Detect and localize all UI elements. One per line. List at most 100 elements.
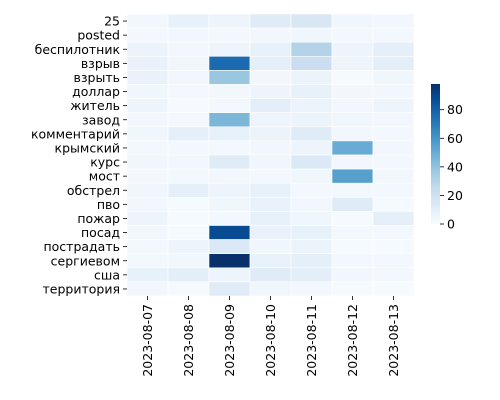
heatmap-cell bbox=[331, 126, 374, 142]
heatmap-cell bbox=[126, 182, 169, 198]
x-tick-label: 2023-08-08 bbox=[181, 304, 196, 377]
heatmap-cell bbox=[331, 267, 374, 283]
heatmap-cell bbox=[126, 225, 169, 240]
heatmap-cell bbox=[208, 13, 251, 29]
x-tick-label: 2023-08-12 bbox=[345, 304, 360, 377]
heatmap-cell bbox=[167, 98, 210, 113]
heatmap-cell bbox=[167, 84, 210, 99]
heatmap-cell bbox=[126, 267, 169, 283]
heatmap-cell bbox=[126, 197, 169, 212]
y-tick-label: крымский bbox=[55, 140, 120, 155]
heatmap-cell bbox=[290, 267, 333, 283]
y-tick-label: посад bbox=[81, 225, 120, 240]
heatmap-cell bbox=[249, 168, 292, 184]
y-tick-label: 25 bbox=[104, 14, 120, 29]
heatmap-cell bbox=[372, 281, 415, 297]
heatmap-cell bbox=[167, 267, 210, 283]
heatmap-cell bbox=[331, 211, 374, 226]
heatmap-cell bbox=[208, 225, 251, 240]
heatmap-cell bbox=[208, 197, 251, 212]
y-tick-label: мост bbox=[89, 169, 120, 184]
heatmap-cell bbox=[208, 98, 251, 113]
heatmap-cell bbox=[290, 13, 333, 29]
heatmap-cell bbox=[208, 253, 251, 269]
heatmap-cell bbox=[208, 126, 251, 142]
heatmap-cell bbox=[249, 253, 292, 269]
heatmap-cell bbox=[208, 182, 251, 198]
heatmap-cell bbox=[167, 239, 210, 255]
heatmap-cell bbox=[290, 126, 333, 142]
heatmap-cell bbox=[249, 27, 292, 43]
heatmap-cell bbox=[208, 41, 251, 57]
heatmap-cell bbox=[372, 225, 415, 240]
heatmap-cell bbox=[372, 126, 415, 142]
heatmap-cell bbox=[126, 253, 169, 269]
heatmap-cell bbox=[126, 84, 169, 99]
y-tick-label: комментарий bbox=[31, 126, 120, 141]
heatmap-cell bbox=[290, 168, 333, 184]
heatmap-cell bbox=[290, 27, 333, 43]
heatmap-cell bbox=[290, 84, 333, 99]
colorbar-tick-label: 20 bbox=[447, 188, 463, 203]
colorbar-tick-label: 60 bbox=[447, 131, 463, 146]
y-tick-label: обстрел bbox=[67, 183, 120, 198]
heatmap-cell bbox=[331, 225, 374, 240]
heatmap-cell bbox=[290, 140, 333, 156]
heatmap-cell bbox=[372, 267, 415, 283]
y-tick-label: житель bbox=[70, 98, 120, 113]
heatmap-cell bbox=[208, 168, 251, 184]
heatmap-cell bbox=[372, 98, 415, 113]
y-tick-label: пожар bbox=[77, 211, 120, 226]
heatmap-cell bbox=[126, 140, 169, 156]
heatmap-cell bbox=[331, 197, 374, 212]
y-tick-label: пострадать bbox=[43, 239, 120, 254]
heatmap-cell bbox=[372, 253, 415, 269]
heatmap-cell bbox=[167, 55, 210, 71]
heatmap-cell bbox=[208, 84, 251, 99]
heatmap-cell bbox=[167, 41, 210, 57]
heatmap-cell bbox=[126, 55, 169, 71]
heatmap-cell bbox=[372, 211, 415, 226]
heatmap-cell bbox=[167, 126, 210, 142]
heatmap-cells bbox=[126, 13, 415, 297]
heatmap-cell bbox=[331, 55, 374, 71]
y-tick-label: взрыв bbox=[81, 56, 120, 71]
heatmap-cell bbox=[372, 41, 415, 57]
heatmap-cell bbox=[126, 281, 169, 297]
heatmap-cell bbox=[167, 70, 210, 85]
heatmap-cell bbox=[290, 225, 333, 240]
heatmap-cell bbox=[167, 27, 210, 43]
heatmap-cell bbox=[167, 253, 210, 269]
y-tick-label: posted bbox=[77, 28, 120, 43]
heatmap-cell bbox=[126, 27, 169, 43]
heatmap-cell bbox=[208, 112, 251, 128]
heatmap-cell bbox=[167, 168, 210, 184]
heatmap-cell bbox=[290, 253, 333, 269]
heatmap-cell bbox=[290, 112, 333, 128]
x-tick-label: 2023-08-10 bbox=[263, 304, 278, 377]
heatmap-cell bbox=[126, 211, 169, 226]
heatmap-cell bbox=[208, 70, 251, 85]
heatmap-cell bbox=[126, 126, 169, 142]
heatmap-cell bbox=[290, 211, 333, 226]
heatmap-cell bbox=[167, 211, 210, 226]
heatmap-cell bbox=[249, 281, 292, 297]
heatmap-cell bbox=[167, 154, 210, 170]
y-tick-label: беспилотник bbox=[35, 42, 121, 57]
x-tick-label: 2023-08-11 bbox=[304, 304, 319, 377]
heatmap-cell bbox=[249, 98, 292, 113]
heatmap-cell bbox=[290, 281, 333, 297]
heatmap-cell bbox=[249, 84, 292, 99]
heatmap-cell bbox=[126, 239, 169, 255]
heatmap-cell bbox=[249, 70, 292, 85]
colorbar-tick-label: 80 bbox=[447, 102, 463, 117]
heatmap-cell bbox=[331, 253, 374, 269]
heatmap-cell bbox=[372, 182, 415, 198]
y-tick-label: взрыть bbox=[74, 70, 120, 85]
heatmap-cell bbox=[372, 112, 415, 128]
heatmap-cell bbox=[126, 70, 169, 85]
heatmap-cell bbox=[372, 13, 415, 29]
heatmap-cell bbox=[249, 197, 292, 212]
heatmap-cell bbox=[372, 140, 415, 156]
heatmap-cell bbox=[249, 211, 292, 226]
